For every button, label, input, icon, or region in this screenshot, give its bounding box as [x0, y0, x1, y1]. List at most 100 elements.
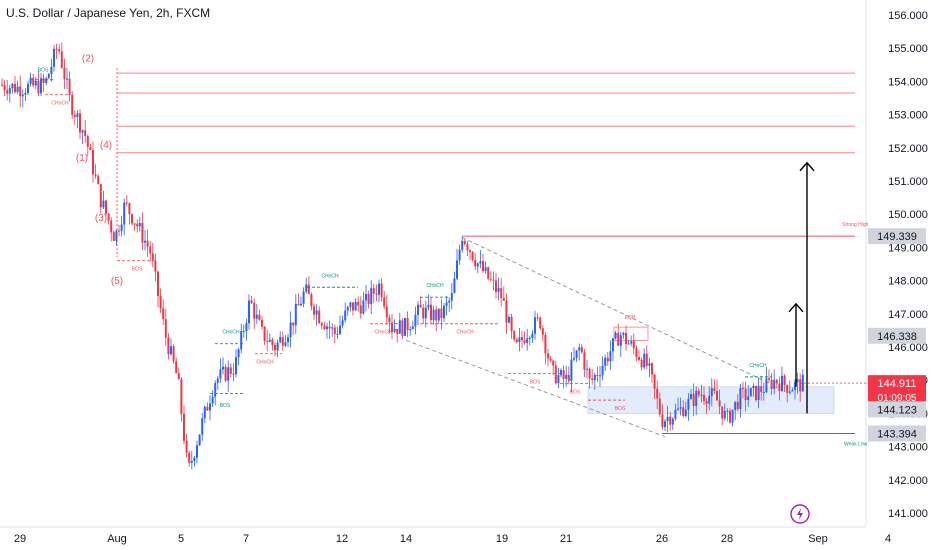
candle-body: [190, 461, 193, 463]
candle-body: [177, 373, 180, 380]
candle-body: [614, 332, 617, 339]
candle-body: [469, 250, 471, 252]
candle-body: [310, 293, 313, 307]
y-tick-label: 141.000: [888, 508, 928, 520]
y-tick-label: 142.000: [888, 475, 928, 487]
candle-body: [716, 391, 718, 401]
candle-body: [164, 319, 167, 338]
candle-body: [513, 331, 516, 340]
candle-body: [1, 84, 3, 86]
target-arrow-short-head: [788, 302, 804, 313]
candle-body: [21, 94, 24, 97]
candle-body: [365, 294, 367, 301]
candle-body: [328, 326, 331, 329]
candle-body: [357, 301, 360, 306]
candle-body: [453, 278, 456, 293]
candle-body: [45, 78, 48, 84]
candle-body: [502, 298, 505, 301]
candle-body: [456, 260, 458, 279]
candle-body: [131, 214, 133, 224]
candle-body: [586, 368, 588, 370]
candle-body: [266, 341, 269, 343]
candle-body: [495, 280, 497, 292]
candle-body: [404, 317, 406, 336]
candle-body: [84, 130, 87, 137]
candle-body: [326, 326, 328, 330]
price-tag-value: 143.394: [877, 429, 917, 441]
bos-label: BOS: [530, 380, 541, 386]
price-tag-bg: [868, 425, 926, 442]
candle-body: [734, 401, 737, 410]
candle-body: [661, 414, 664, 428]
candle-body: [201, 418, 204, 435]
candle-body: [183, 413, 185, 441]
x-tick-label: 14: [400, 533, 412, 545]
candle-body: [674, 409, 677, 419]
candle-body: [323, 325, 326, 330]
x-tick-label: 19: [496, 533, 508, 545]
candle-body: [380, 283, 383, 298]
candle-body: [29, 77, 32, 84]
candle-body: [79, 113, 81, 133]
candle-body: [580, 347, 583, 353]
candle-body: [211, 396, 214, 404]
candle-body: [346, 306, 349, 311]
candle-body: [609, 351, 612, 362]
y-tick-label: 146.000: [888, 342, 928, 354]
candle-body: [622, 332, 625, 336]
candle-body: [450, 292, 453, 301]
candle-body: [300, 303, 302, 306]
candle-body: [6, 90, 9, 94]
choch-label: CHoCH: [374, 330, 392, 336]
candle-body: [601, 365, 604, 376]
candle-body: [474, 259, 477, 267]
candle-body: [333, 327, 336, 335]
candle-body: [752, 385, 755, 389]
candle-body: [575, 350, 578, 358]
candle-body: [458, 249, 461, 261]
candle-body: [536, 317, 539, 319]
candle-body: [765, 378, 768, 393]
candle-body: [344, 310, 347, 321]
candle-body: [687, 398, 690, 410]
candle-body: [440, 308, 443, 319]
candle-body: [435, 309, 438, 321]
choch-label: CHoCH: [321, 273, 339, 279]
candle-body: [406, 317, 409, 331]
candle-body: [534, 317, 536, 334]
candle-body: [188, 452, 191, 463]
candle-body: [318, 310, 321, 324]
candle-body: [482, 261, 484, 272]
eqh-box: [613, 326, 649, 341]
y-tick-label: 154.000: [888, 76, 928, 88]
candle-body: [232, 373, 235, 375]
candle-body: [149, 246, 152, 254]
candle-body: [653, 374, 656, 389]
candle-body: [658, 398, 661, 415]
candle-body: [50, 66, 53, 74]
candle-body: [630, 341, 633, 344]
candle-body: [349, 302, 352, 307]
candle-body: [778, 383, 781, 392]
candle-body: [510, 316, 513, 332]
candle-body: [146, 240, 149, 247]
wave-label: (4): [100, 140, 112, 151]
candle-body: [744, 388, 747, 401]
candle-body: [578, 347, 581, 351]
candle-body: [8, 87, 11, 94]
x-tick-label: 28: [721, 533, 733, 545]
x-tick-label: 21: [560, 533, 572, 545]
candle-body: [112, 232, 115, 241]
candle-body: [484, 267, 487, 272]
candle-body: [705, 400, 708, 404]
candle-body: [411, 326, 414, 330]
candle-body: [297, 303, 300, 306]
candle-body: [242, 330, 245, 332]
candle-body: [289, 322, 292, 338]
candle-body: [638, 356, 640, 360]
wave-label: (2): [82, 53, 94, 64]
candle-body: [560, 370, 562, 376]
candle-body: [157, 271, 159, 297]
candle-body: [531, 333, 534, 338]
